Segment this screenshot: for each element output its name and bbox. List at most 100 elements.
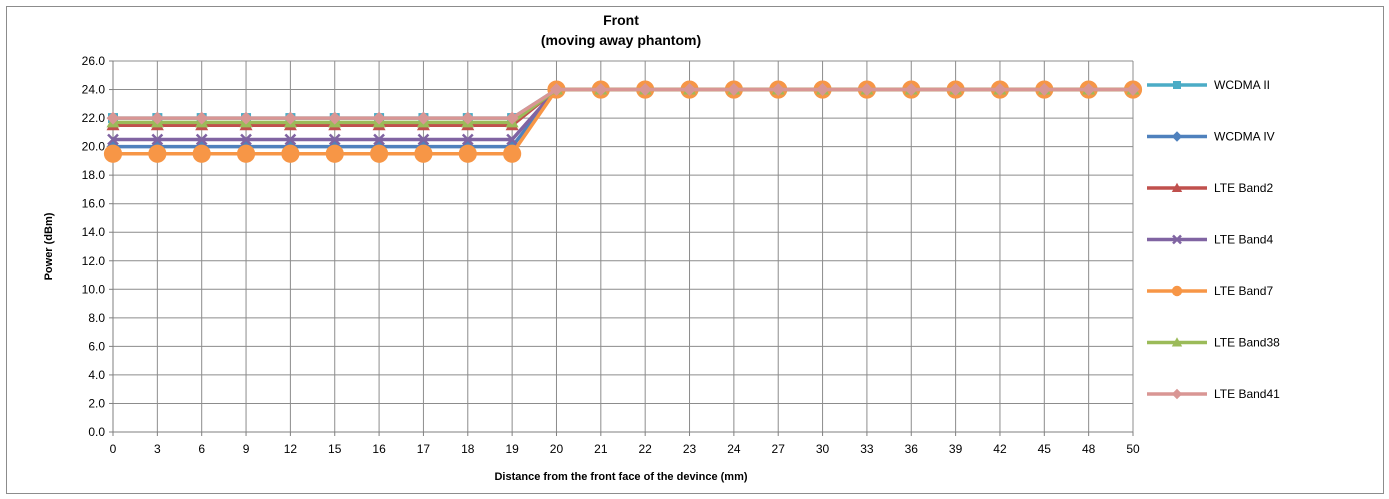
y-tick-label: 14.0 [82,225,106,239]
legend-label-lte-band41: LTE Band41 [1214,387,1280,401]
y-tick-label: 10.0 [82,282,106,296]
x-tick-label: 23 [683,442,697,456]
y-tick-label: 2.0 [88,396,105,410]
data-point-lte-band7 [103,144,123,163]
legend-marker-wcdma-iv [1171,131,1183,142]
series-line-lte-band41 [113,87,1133,120]
y-tick-label: 20.0 [82,140,106,154]
data-point-lte-band41 [150,111,164,125]
x-tick-label: 22 [638,442,652,456]
x-tick-label: 9 [243,442,250,456]
data-point-lte-band7 [369,144,389,163]
data-point-lte-band41 [328,111,342,125]
data-point-lte-band41 [949,83,963,97]
y-axis-title: Power (dBm) [43,212,55,280]
x-tick-label: 16 [372,442,386,456]
data-point-lte-band41 [638,83,652,97]
y-tick-label: 24.0 [82,83,106,97]
y-tick-label: 26.0 [82,54,106,68]
data-point-lte-band4 [107,133,119,146]
x-tick-label: 3 [154,442,161,456]
data-point-lte-band41 [771,83,785,97]
data-point-lte-band4 [328,133,341,146]
data-point-lte-band7 [281,144,300,163]
y-tick-label: 6.0 [88,339,105,353]
x-tick-label: 45 [1038,442,1052,456]
legend-marker-lte-band7 [1171,285,1183,297]
data-point-lte-band7 [458,144,477,163]
y-tick-label: 0.0 [88,425,105,439]
data-point-lte-band4 [417,133,430,146]
data-point-lte-band4 [461,133,474,146]
x-axis-title: Distance from the front face of the devi… [494,471,747,483]
x-tick-label: 50 [1126,442,1140,456]
x-tick-label: 21 [594,442,608,456]
y-tick-label: 8.0 [88,311,105,325]
series-line-lte-band4 [113,87,1133,142]
x-tick-label: 39 [949,442,963,456]
data-point-lte-band41 [727,83,741,97]
data-point-lte-band41 [816,83,830,97]
legend-label-wcdma-ii: WCDMA II [1214,78,1270,92]
x-tick-label: 20 [550,442,564,456]
data-point-lte-band41 [860,83,874,97]
data-point-lte-band7 [414,144,433,163]
data-point-lte-band41 [461,111,475,125]
x-tick-label: 19 [505,442,519,456]
data-point-lte-band41 [372,111,386,125]
data-point-lte-band41 [904,83,918,97]
y-tick-label: 12.0 [82,254,106,268]
chart-title: Front [603,12,639,28]
x-tick-label: 36 [905,442,919,456]
x-tick-label: 15 [328,442,342,456]
data-point-lte-band4 [506,133,519,146]
legend-marker-lte-band2 [1171,182,1183,192]
legend-label-lte-band2: LTE Band2 [1214,181,1273,195]
data-point-lte-band41 [283,111,297,125]
data-point-lte-band7 [325,144,344,163]
legend-marker-lte-band4 [1172,234,1182,245]
x-tick-label: 42 [993,442,1007,456]
x-tick-label: 48 [1082,442,1096,456]
chart-subtitle: (moving away phantom) [541,32,701,48]
y-tick-label: 16.0 [82,197,106,211]
x-tick-label: 27 [772,442,786,456]
data-point-lte-band41 [1082,83,1096,97]
data-point-lte-band41 [683,83,697,97]
data-point-lte-band41 [106,111,120,125]
data-point-lte-band41 [416,111,430,125]
x-tick-label: 24 [727,442,741,456]
legend-label-lte-band7: LTE Band7 [1214,284,1273,298]
data-point-lte-band41 [993,83,1007,97]
series-line-lte-band2 [113,87,1133,127]
x-tick-label: 0 [110,442,117,456]
data-point-lte-band41 [594,83,608,97]
y-tick-label: 18.0 [82,168,106,182]
data-point-lte-band41 [505,111,519,125]
data-point-lte-band4 [240,133,252,146]
y-tick-label: 4.0 [88,368,105,382]
y-tick-label: 22.0 [82,111,106,125]
data-point-lte-band41 [549,83,563,97]
data-point-lte-band41 [195,111,209,125]
legend-marker-lte-band38 [1171,337,1183,347]
x-tick-label: 17 [417,442,431,456]
data-point-lte-band7 [503,144,522,163]
x-tick-label: 18 [461,442,475,456]
legend-label-lte-band38: LTE Band38 [1214,336,1280,350]
data-point-lte-band4 [195,133,208,146]
x-tick-label: 12 [284,442,298,456]
data-point-lte-band7 [192,144,211,163]
legend-label-wcdma-iv: WCDMA IV [1214,130,1275,144]
data-point-lte-band41 [1037,83,1051,97]
data-point-lte-band41 [1126,83,1140,97]
x-tick-label: 30 [816,442,830,456]
x-tick-label: 6 [198,442,205,456]
data-point-lte-band7 [148,144,167,163]
legend-label-lte-band4: LTE Band4 [1214,233,1273,247]
data-point-lte-band4 [373,133,385,146]
data-point-lte-band41 [239,111,253,125]
legend-marker-wcdma-ii [1173,81,1181,89]
data-point-lte-band4 [151,133,164,146]
